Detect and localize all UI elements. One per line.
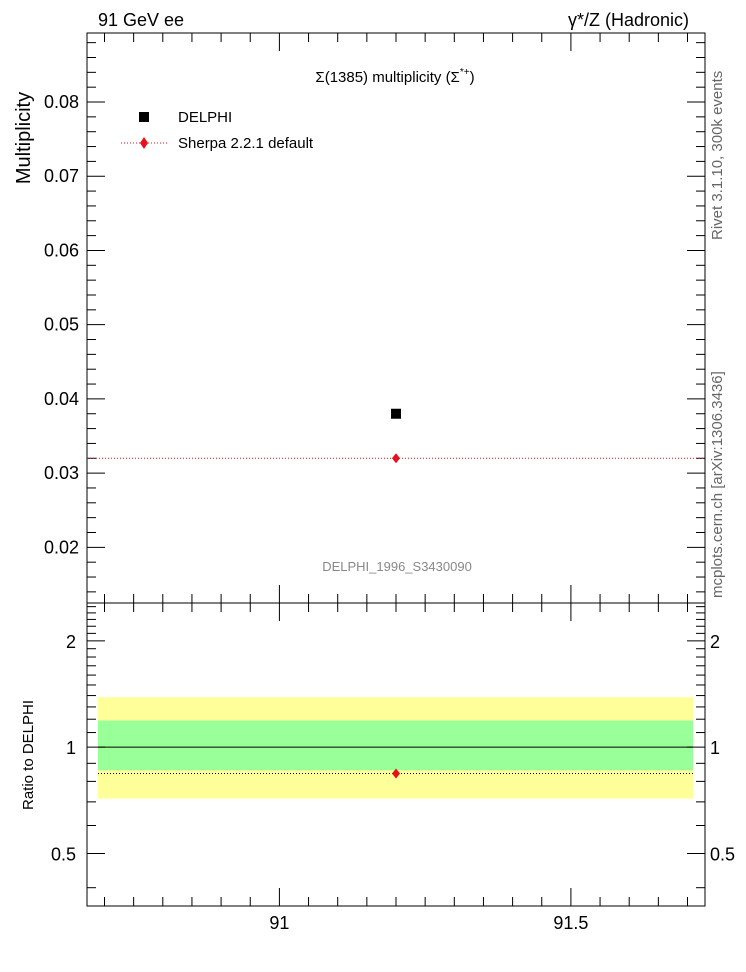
ratio-y-tick-label-left: 0.5 bbox=[51, 844, 76, 864]
sherpa-data-point bbox=[392, 453, 400, 464]
chart-title: Σ(1385) multiplicity (Σ*+) bbox=[315, 67, 474, 86]
legend-delphi-label: DELPHI bbox=[178, 109, 232, 126]
ratio-sherpa-point bbox=[392, 768, 400, 779]
legend-delphi-marker bbox=[139, 112, 149, 122]
main-y-tick-label: 0.03 bbox=[44, 463, 79, 483]
ratio-stat-uncertainty-band bbox=[98, 720, 693, 771]
rivet-version-label: Rivet 3.1.10, 300k events bbox=[709, 71, 726, 240]
ratio-x-tick-label: 91 bbox=[269, 913, 289, 933]
ratio-uncertainty-bands bbox=[98, 697, 693, 799]
main-y-tick-label: 0.05 bbox=[44, 315, 79, 335]
main-y-tick-label: 0.07 bbox=[44, 166, 79, 186]
main-data-marks bbox=[87, 408, 705, 464]
header-process-label: γ*/Z (Hadronic) bbox=[568, 10, 689, 30]
main-panel: Multiplicity Σ(1385) multiplicity (Σ*+) … bbox=[13, 32, 706, 604]
legend-sherpa-label: Sherpa 2.2.1 default bbox=[178, 135, 314, 152]
mcplots-credit-label: mcplots.cern.ch [arXiv:1306.3436] bbox=[709, 371, 726, 598]
analysis-label: DELPHI_1996_S3430090 bbox=[322, 559, 472, 574]
ratio-y-tick-label-right: 2 bbox=[710, 632, 720, 652]
main-y-tick-label: 0.08 bbox=[44, 92, 79, 112]
ratio-panel: Ratio to DELPHI 0.5 0.5 1 1 2 2 91 91.5 bbox=[20, 602, 735, 933]
delphi-data-point bbox=[391, 408, 401, 419]
ratio-x-axis: 91 91.5 bbox=[103, 603, 689, 933]
main-panel-frame bbox=[86, 32, 706, 604]
main-y-axis-label: Multiplicity bbox=[13, 92, 35, 184]
ratio-y-axis: 0.5 0.5 1 1 2 2 bbox=[51, 606, 735, 889]
legend-sherpa-marker bbox=[140, 137, 148, 149]
main-y-tick-label: 0.04 bbox=[44, 389, 79, 409]
ratio-data-marks bbox=[98, 746, 693, 779]
main-y-axis: 0.02 0.03 0.04 0.05 0.06 0.07 0.08 bbox=[44, 42, 705, 593]
ratio-y-tick-label-left: 1 bbox=[66, 738, 76, 758]
ratio-y-tick-label-left: 2 bbox=[66, 632, 76, 652]
legend: DELPHI Sherpa 2.2.1 default bbox=[121, 109, 314, 152]
main-y-tick-label: 0.06 bbox=[44, 240, 79, 260]
ratio-y-axis-label: Ratio to DELPHI bbox=[20, 700, 37, 810]
ratio-x-tick-label: 91.5 bbox=[553, 913, 588, 933]
ratio-y-tick-label-right: 0.5 bbox=[710, 844, 735, 864]
main-x-axis bbox=[103, 33, 689, 603]
ratio-y-tick-label-right: 1 bbox=[710, 738, 720, 758]
header-energy-label: 91 GeV ee bbox=[98, 10, 184, 30]
main-y-tick-label: 0.02 bbox=[44, 537, 79, 557]
